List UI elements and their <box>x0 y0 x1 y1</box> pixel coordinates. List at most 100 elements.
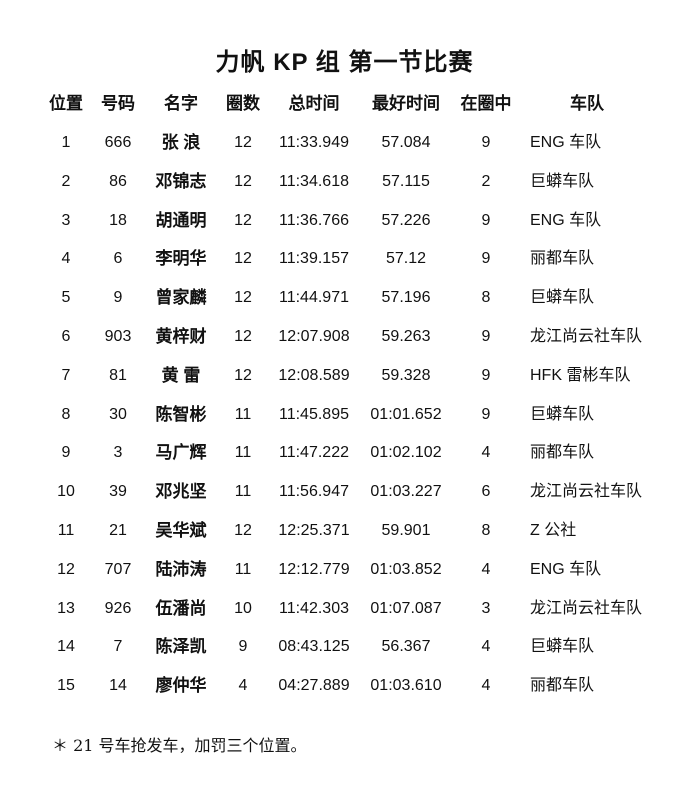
cell-name: 张 浪 <box>161 133 201 152</box>
cell-pos: 4 <box>61 250 71 268</box>
cell-best: 01:02.102 <box>370 444 442 462</box>
cell-total: 11:34.618 <box>279 172 349 190</box>
cell-inlap: 9 <box>481 328 491 345</box>
cell-team: ENG 车队 <box>530 211 602 229</box>
table-row: 14 7 陈泽凯 9 08:43.125 56.367 4 巨蟒车队 <box>0 632 689 662</box>
cell-team: 丽都车队 <box>530 250 595 268</box>
cell-inlap: 9 <box>481 366 491 384</box>
cell-laps: 12 <box>234 289 252 307</box>
table-row: 15 14 廖仲华 4 04:27.889 01:03.610 4 丽都车队 <box>0 671 689 701</box>
cell-total: 11:44.971 <box>279 289 349 307</box>
cell-team: ENG 车队 <box>530 134 602 151</box>
cell-num: 14 <box>109 677 127 695</box>
cell-pos: 2 <box>61 172 71 190</box>
cell-pos: 7 <box>61 366 71 384</box>
header-team: 车队 <box>570 94 604 113</box>
header-inlap: 在圈中 <box>460 94 512 113</box>
table-row: 11 21 吴华斌 12 12:25.371 59.901 8 Z 公社 <box>0 516 689 546</box>
cell-laps: 12 <box>234 328 252 345</box>
cell-pos: 5 <box>61 289 71 307</box>
cell-pos: 11 <box>57 522 75 539</box>
cell-pos: 15 <box>57 677 75 695</box>
cell-num: 39 <box>109 483 127 501</box>
cell-pos: 13 <box>57 599 75 617</box>
cell-laps: 12 <box>234 134 252 151</box>
table-row: 7 81 黄 雷 12 12:08.589 59.328 9 HFK 雷彬车队 <box>0 361 689 391</box>
cell-total: 04:27.889 <box>278 677 350 695</box>
cell-name: 黄梓财 <box>155 327 207 346</box>
cell-inlap: 8 <box>481 522 491 539</box>
cell-total: 11:45.895 <box>279 405 349 423</box>
cell-num: 18 <box>109 211 127 229</box>
cell-best: 01:03.610 <box>370 677 442 695</box>
cell-laps: 11 <box>234 560 252 578</box>
table-row: 6 903 黄梓财 12 12:07.908 59.263 9 龙江尚云社车队 <box>0 322 689 352</box>
page-title: 力帆 KP 组 第一节比赛 <box>215 49 474 76</box>
cell-name: 李明华 <box>155 249 207 269</box>
cell-inlap: 9 <box>481 134 491 151</box>
cell-num: 86 <box>109 172 127 190</box>
cell-pos: 3 <box>61 211 71 229</box>
header-total: 总时间 <box>288 94 340 113</box>
cell-total: 08:43.125 <box>278 638 350 656</box>
cell-total: 11:47.222 <box>279 444 349 462</box>
cell-inlap: 4 <box>481 638 491 656</box>
cell-inlap: 4 <box>481 677 491 695</box>
cell-total: 11:56.947 <box>279 483 349 501</box>
table-row: 8 30 陈智彬 11 11:45.895 01:01.652 9 巨蟒车队 <box>0 400 689 430</box>
cell-inlap: 3 <box>481 599 491 617</box>
table-row: 4 6 李明华 12 11:39.157 57.12 9 丽都车队 <box>0 244 689 274</box>
cell-total: 11:42.303 <box>279 599 349 617</box>
table-row: 9 3 马广辉 11 11:47.222 01:02.102 4 丽都车队 <box>0 438 689 468</box>
cell-laps: 12 <box>234 366 252 384</box>
cell-inlap: 4 <box>481 444 491 462</box>
cell-best: 57.084 <box>381 134 431 151</box>
cell-inlap: 2 <box>481 172 491 190</box>
cell-pos: 6 <box>61 328 71 345</box>
cell-num: 21 <box>109 522 127 539</box>
cell-num: 9 <box>113 289 123 307</box>
cell-pos: 14 <box>57 638 75 656</box>
cell-laps: 4 <box>238 677 248 695</box>
header-pos: 位置 <box>49 94 83 113</box>
cell-num: 707 <box>104 560 132 578</box>
header-name: 名字 <box>164 94 198 113</box>
cell-total: 12:25.371 <box>278 522 350 539</box>
cell-best: 59.328 <box>381 366 431 384</box>
cell-name: 吴华斌 <box>155 521 207 540</box>
cell-best: 01:01.652 <box>370 405 442 423</box>
cell-num: 30 <box>109 405 127 423</box>
cell-team: 龙江尚云社车队 <box>530 483 643 501</box>
footnote: ＊ 21 号车抢发车，加罚三个位置。 <box>52 736 307 755</box>
cell-pos: 12 <box>57 560 75 578</box>
cell-laps: 10 <box>234 599 252 617</box>
header-num: 号码 <box>101 94 135 113</box>
cell-laps: 11 <box>234 483 252 501</box>
cell-num: 666 <box>104 134 132 151</box>
cell-num: 903 <box>104 328 132 345</box>
cell-total: 12:07.908 <box>278 328 350 345</box>
cell-name: 邓锦志 <box>155 171 207 191</box>
cell-name: 伍潘尚 <box>155 598 207 618</box>
cell-pos: 1 <box>61 134 71 151</box>
cell-name: 胡通明 <box>155 210 207 230</box>
table-row: 10 39 邓兆坚 11 11:56.947 01:03.227 6 龙江尚云社车队 <box>0 477 689 507</box>
cell-best: 57.12 <box>385 250 427 268</box>
cell-inlap: 9 <box>481 250 491 268</box>
cell-best: 01:03.852 <box>370 560 442 578</box>
cell-best: 59.263 <box>381 328 431 345</box>
table-row: 5 9 曾家麟 12 11:44.971 57.196 8 巨蟒车队 <box>0 283 689 313</box>
cell-team: 巨蟒车队 <box>530 638 595 656</box>
cell-best: 56.367 <box>381 638 431 656</box>
cell-num: 6 <box>113 250 123 268</box>
cell-inlap: 6 <box>481 483 491 501</box>
cell-num: 926 <box>104 599 132 617</box>
cell-name: 陆沛涛 <box>155 559 207 579</box>
header-best: 最好时间 <box>372 94 440 113</box>
cell-laps: 11 <box>234 405 252 423</box>
cell-inlap: 8 <box>481 289 491 307</box>
header-laps: 圈数 <box>226 94 260 113</box>
cell-num: 81 <box>109 366 127 384</box>
cell-laps: 12 <box>234 211 252 229</box>
cell-pos: 8 <box>61 405 71 423</box>
